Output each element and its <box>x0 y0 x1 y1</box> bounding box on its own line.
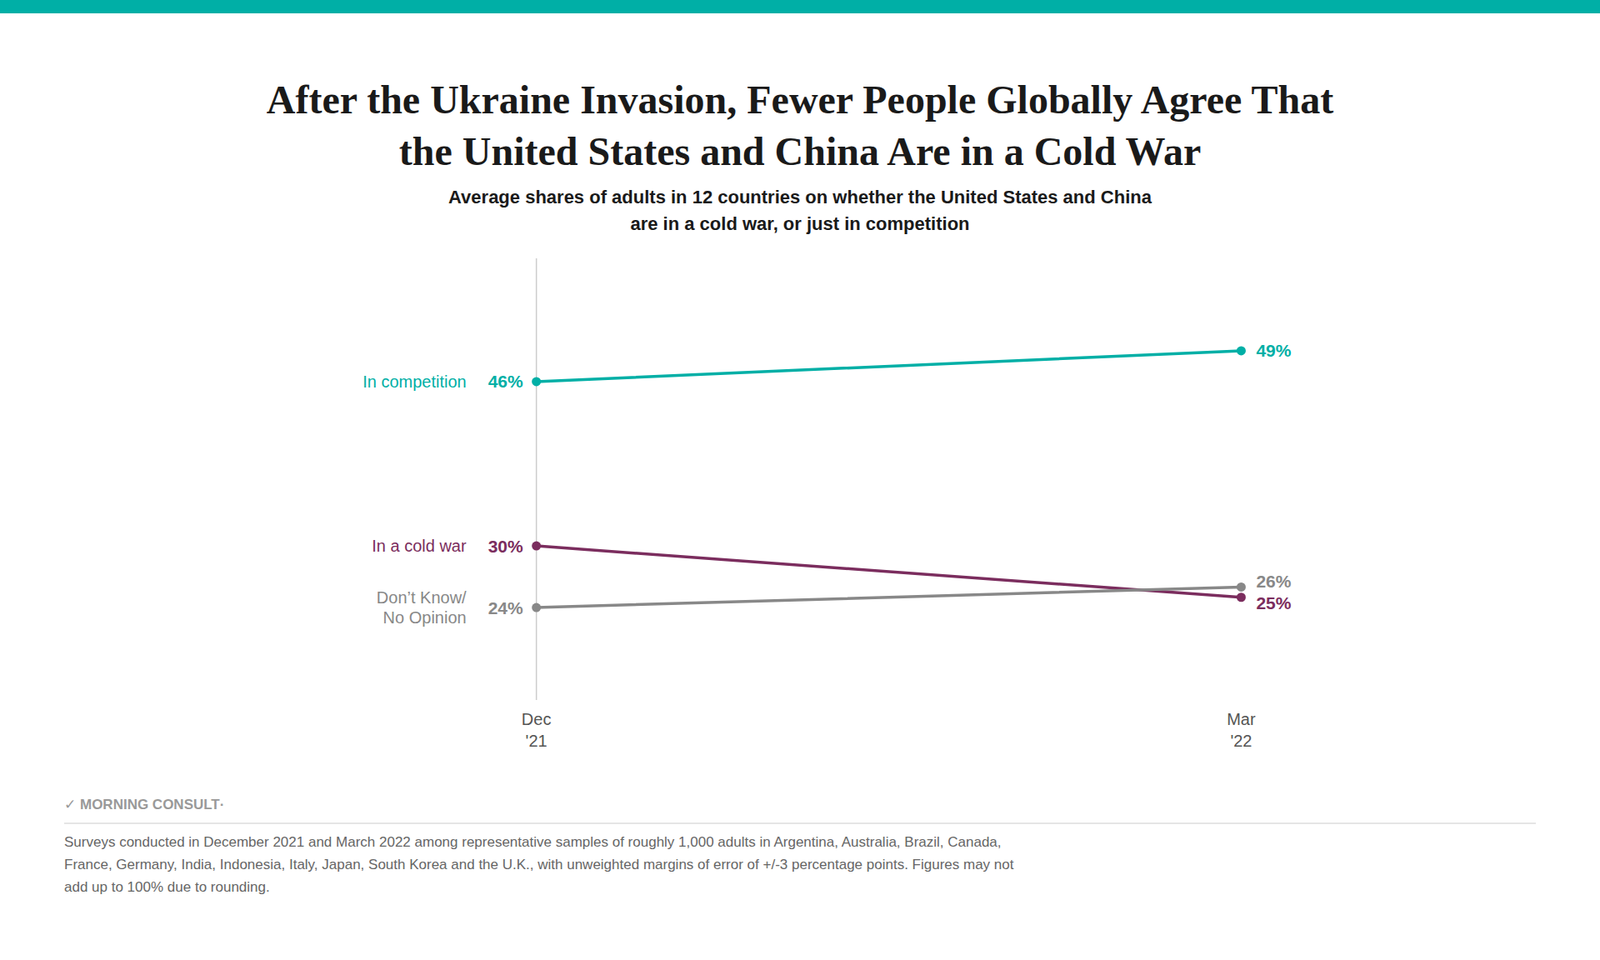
separator <box>64 822 1536 824</box>
series-line <box>536 350 1242 382</box>
data-label: 30% <box>488 536 524 556</box>
plot-area <box>531 345 1246 612</box>
chart: After the Ukraine Invasion, Fewer People… <box>0 0 1600 960</box>
series-name: In competition <box>362 372 467 391</box>
point <box>531 541 541 551</box>
axis-line <box>535 258 538 700</box>
background <box>0 0 1600 960</box>
point <box>1236 345 1246 355</box>
data-label: 26% <box>1255 571 1291 591</box>
footer: Surveys conducted in December 2021 and M… <box>64 834 1015 895</box>
series-name: Don’t Know/No Opinion <box>376 588 467 627</box>
point <box>1236 582 1246 592</box>
logo: ✓ MORNING CONSULT· <box>64 796 225 813</box>
data-label: 46% <box>488 371 524 391</box>
x-tick-label: Mar'22 <box>1226 710 1256 750</box>
series-line <box>536 586 1242 608</box>
title: After the Ukraine Invasion, Fewer People… <box>266 77 1334 174</box>
x-tick-label: Dec'21 <box>521 710 552 750</box>
data-label: 25% <box>1255 593 1291 613</box>
top-bar <box>0 0 1600 14</box>
point <box>531 376 541 386</box>
data-label: 49% <box>1255 340 1291 360</box>
series-name: In a cold war <box>371 536 467 555</box>
data-label: 24% <box>488 598 524 618</box>
subtitle: Average shares of adults in 12 countries… <box>448 186 1153 235</box>
point <box>531 603 541 613</box>
point <box>1236 592 1246 602</box>
